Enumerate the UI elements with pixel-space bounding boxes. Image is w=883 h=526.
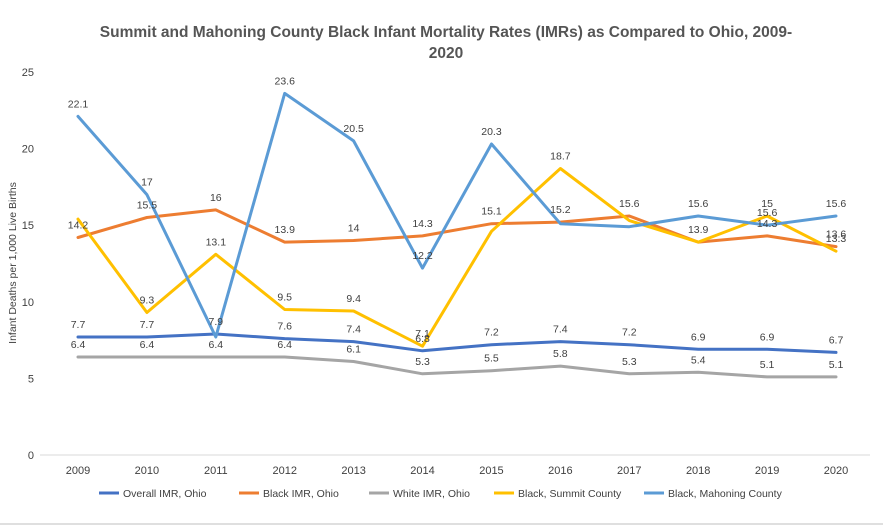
x-tick-label: 2019 <box>755 465 779 477</box>
series-lines <box>76 91 838 379</box>
data-label: 12.2 <box>412 250 433 262</box>
x-tick-label: 2010 <box>135 465 159 477</box>
data-label: 20.5 <box>343 123 364 135</box>
y-axis-ticks: 0 5 10 15 20 25 <box>22 67 34 462</box>
y-tick-label: 20 <box>22 144 34 156</box>
y-tick-label: 10 <box>22 297 34 309</box>
data-label: 7.2 <box>622 327 637 339</box>
series-line-black-mahoning-county <box>76 91 838 339</box>
data-label: 6.9 <box>760 331 775 343</box>
data-label: 7.7 <box>140 319 155 331</box>
series-line-black-summit-county <box>76 167 838 348</box>
x-axis-ticks: 2009 2010 2011 2012 2013 2014 2015 2016 2017 2018… <box>66 465 848 477</box>
x-tick-label: 2014 <box>410 465 434 477</box>
data-label: 7.6 <box>277 321 292 333</box>
x-tick-label: 2012 <box>272 465 296 477</box>
series-line-black-imr-ohio <box>76 208 838 249</box>
data-label: 6.9 <box>691 331 706 343</box>
data-label: 14.2 <box>68 219 89 231</box>
data-label: 13.9 <box>275 224 296 236</box>
data-label: 22.1 <box>68 98 89 110</box>
data-label: 7.1 <box>415 328 430 340</box>
data-label: 15.6 <box>619 198 640 210</box>
data-label: 13.6 <box>826 229 847 241</box>
chart-title-line-1: Summit and Mahoning County Black Infant … <box>100 24 792 41</box>
data-label: 13.1 <box>206 236 227 248</box>
y-tick-label: 5 <box>28 373 34 385</box>
data-label: 15.5 <box>137 200 158 212</box>
data-label: 14 <box>348 223 360 235</box>
series-line-white-imr-ohio <box>76 355 838 379</box>
y-tick-label: 15 <box>22 220 34 232</box>
data-label: 17 <box>141 177 153 189</box>
data-labels: 7.7 7.7 7.9 7.6 7.4 6.8 7.2 7.4 7.2 6.9 6.9 6.7 14.2… <box>68 75 847 370</box>
data-label: 6.7 <box>829 334 844 346</box>
data-label: 15.6 <box>757 207 778 219</box>
legend-label: Black, Summit County <box>518 488 622 500</box>
data-label: 7.9 <box>209 316 224 328</box>
data-label: 14.3 <box>412 218 433 230</box>
data-label: 15.2 <box>550 204 571 216</box>
data-label: 6.4 <box>140 339 155 351</box>
y-axis-label: Infant Deaths per 1,000 Live Births <box>7 182 19 344</box>
x-tick-label: 2011 <box>204 465 228 477</box>
data-label: 23.6 <box>275 75 296 87</box>
data-label: 5.8 <box>553 348 568 360</box>
data-label: 6.8 <box>415 333 430 345</box>
data-label: 5.1 <box>760 359 775 371</box>
data-label: 6.4 <box>71 339 86 351</box>
x-tick-label: 2015 <box>479 465 503 477</box>
data-label: 7.2 <box>484 327 499 339</box>
x-tick-label: 2016 <box>548 465 572 477</box>
data-label: 5.1 <box>829 359 844 371</box>
data-label: 9.4 <box>346 293 361 305</box>
data-label: 5.3 <box>622 356 637 368</box>
data-label: 5.4 <box>691 354 706 366</box>
data-label: 6.1 <box>346 344 361 356</box>
legend-label: Black, Mahoning County <box>668 488 783 500</box>
data-label: 6.4 <box>209 339 224 351</box>
data-label: 6.4 <box>277 339 292 351</box>
legend-label: Black IMR, Ohio <box>263 488 339 500</box>
chart-title-line-2: 2020 <box>429 45 463 62</box>
data-label: 14.3 <box>757 218 778 230</box>
x-tick-label: 2009 <box>66 465 90 477</box>
x-tick-label: 2013 <box>341 465 365 477</box>
legend: Overall IMR, Ohio Black IMR, Ohio White IM… <box>99 488 783 500</box>
data-label: 9.3 <box>140 295 155 307</box>
data-label: 7.4 <box>346 324 361 336</box>
data-label: 13.9 <box>688 224 709 236</box>
legend-label: White IMR, Ohio <box>393 488 470 500</box>
y-tick-label: 0 <box>28 450 34 462</box>
data-label: 20.3 <box>481 126 502 138</box>
data-label: 15.1 <box>481 206 502 218</box>
data-label: 5.3 <box>415 356 430 368</box>
x-tick-label: 2017 <box>617 465 641 477</box>
data-label: 16 <box>210 192 222 204</box>
data-label: 15 <box>761 198 773 210</box>
x-tick-label: 2018 <box>686 465 710 477</box>
data-label: 5.5 <box>484 353 499 365</box>
data-label: 18.7 <box>550 151 571 163</box>
data-label: 15.6 <box>688 198 709 210</box>
y-tick-label: 25 <box>22 67 34 79</box>
series-line-overall-imr-ohio <box>76 332 838 354</box>
x-tick-label: 2020 <box>824 465 848 477</box>
data-label: 7.4 <box>553 324 568 336</box>
data-label: 9.5 <box>277 291 292 303</box>
data-label: 13.3 <box>826 233 847 245</box>
data-label: 15.6 <box>826 198 847 210</box>
data-label: 7.7 <box>71 319 86 331</box>
legend-label: Overall IMR, Ohio <box>123 488 207 500</box>
